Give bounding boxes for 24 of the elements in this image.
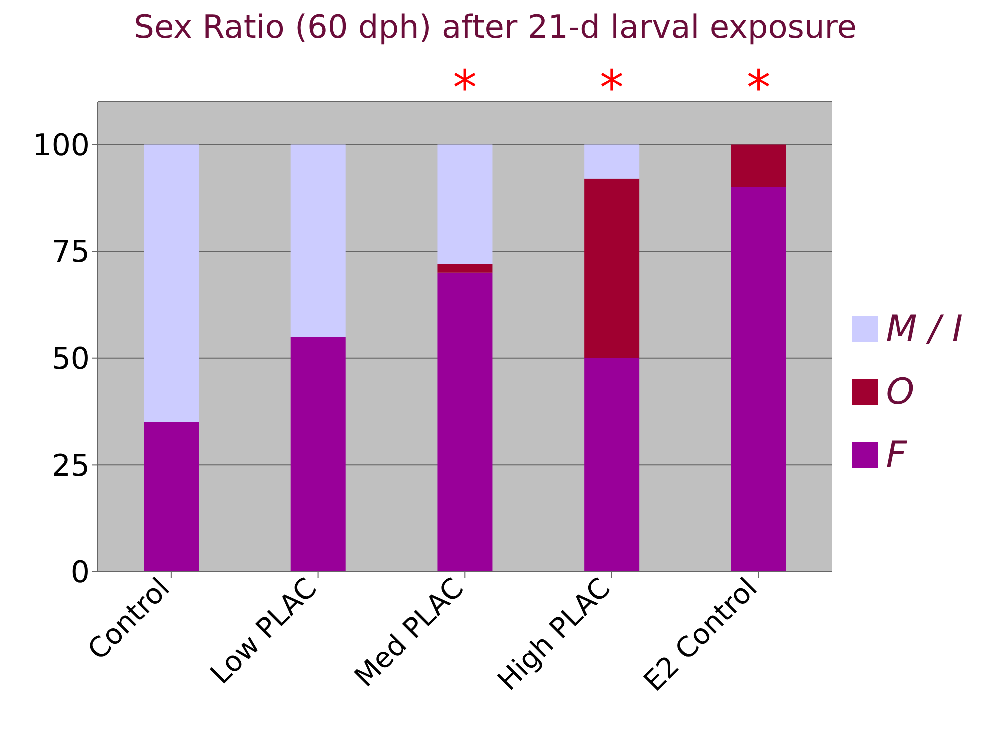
- chart-title: Sex Ratio (60 dph) after 21-d larval exposure: [133, 8, 858, 48]
- bar: [731, 187, 786, 572]
- bar: [584, 178, 640, 358]
- legend-label: M / I: [886, 308, 963, 350]
- bar: [290, 144, 346, 337]
- legend-label: F: [886, 434, 908, 476]
- bar: [144, 144, 199, 422]
- legend-label: O: [886, 372, 915, 412]
- bar: [144, 422, 199, 572]
- bar: [584, 358, 640, 572]
- bar: [731, 144, 786, 188]
- bar: [438, 272, 493, 572]
- bar: [584, 144, 640, 179]
- annotation: *: [600, 60, 624, 117]
- y-tick-label: 100: [32, 128, 90, 164]
- y-tick-label: 25: [52, 448, 90, 484]
- bar: [438, 144, 493, 264]
- y-tick-label: 50: [52, 342, 90, 378]
- y-tick-label: 75: [52, 235, 90, 270]
- y-tick-label: 0: [70, 556, 90, 591]
- bar: [438, 264, 493, 273]
- bar: [290, 337, 346, 572]
- annotation: *: [453, 60, 478, 117]
- annotation: *: [746, 60, 771, 117]
